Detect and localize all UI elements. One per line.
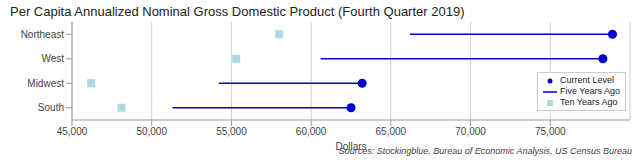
html-text:Five Years Ago: Five Years Ago (560, 86, 620, 96)
svg-text:45,000: 45,000 (57, 126, 88, 137)
svg-text:75,000: 75,000 (535, 126, 566, 137)
html-text:Per Capita Annualized Nominal: Per Capita Annualized Nominal Gross Dome… (10, 4, 465, 19)
svg-text:South: South (38, 102, 64, 113)
html-text:Ten Years Ago: Ten Years Ago (560, 97, 618, 107)
svg-text:65,000: 65,000 (376, 126, 407, 137)
svg-text:Midwest: Midwest (27, 78, 64, 89)
svg-text:70,000: 70,000 (455, 126, 486, 137)
html-text:Sources: Stockingblue, Bureau: Sources: Stockingblue, Bureau of Economi… (338, 146, 632, 156)
html-text:Current Level: Current Level (560, 75, 614, 85)
svg-text:Northeast: Northeast (21, 29, 65, 40)
svg-text:60,000: 60,000 (296, 126, 327, 137)
svg-text:55,000: 55,000 (216, 126, 247, 137)
svg-text:50,000: 50,000 (136, 126, 167, 137)
svg-text:West: West (41, 53, 64, 64)
